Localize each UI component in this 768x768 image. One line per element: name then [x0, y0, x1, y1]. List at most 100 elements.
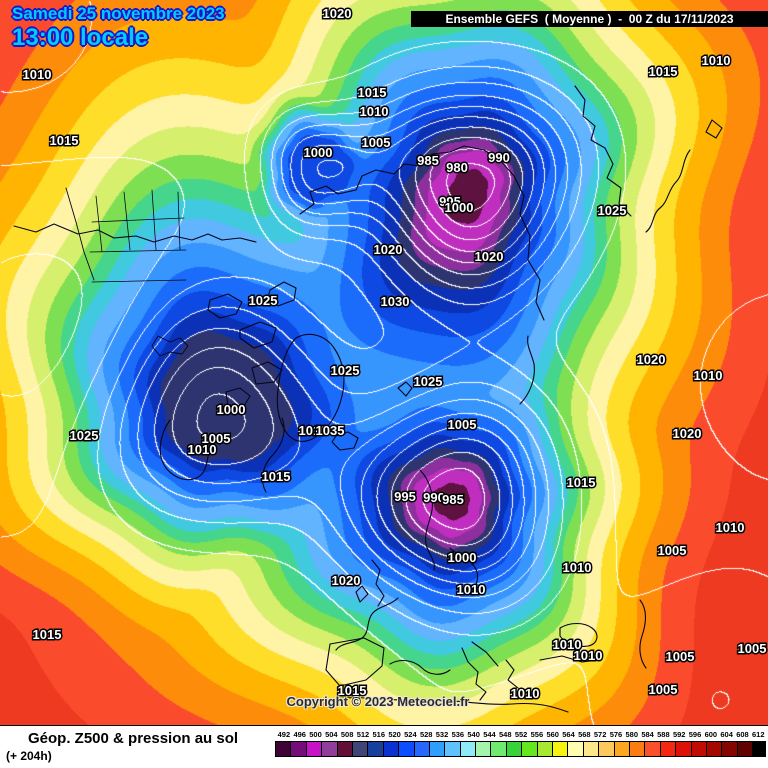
pressure-label: 1010 — [457, 582, 486, 597]
colorbar-cell — [644, 741, 661, 757]
colorbar-cell — [475, 741, 492, 757]
pressure-label: 1025 — [70, 428, 99, 443]
colorbar-value: 568 — [578, 730, 591, 739]
colorbar-cell — [428, 741, 446, 757]
colorbar-value: 536 — [451, 730, 465, 739]
colorbar-cell — [659, 741, 677, 757]
colorbar-cell — [505, 741, 523, 757]
pressure-label: 1010 — [716, 520, 745, 535]
pressure-label: 990 — [423, 490, 445, 505]
pressure-label: 985 — [417, 153, 439, 168]
colorbar-value: 516 — [372, 730, 386, 739]
pressure-label: 1010 — [299, 423, 328, 438]
pressure-label: 1000 — [304, 145, 333, 160]
colorbar-end-cap — [752, 741, 767, 757]
colorbar-cell — [290, 741, 307, 757]
colorbar-cell — [398, 741, 415, 757]
colorbar-value: 544 — [483, 730, 496, 739]
pressure-label: 1015 — [358, 85, 387, 100]
colorbar-cell — [582, 741, 600, 757]
colorbar-value: 600 — [704, 730, 718, 739]
colorbar-cell — [413, 741, 430, 757]
colorbar-cell — [444, 741, 461, 757]
colorbar-cell — [459, 741, 477, 757]
time-text: 13:00 locale — [12, 23, 149, 51]
colorbar-cell — [536, 741, 554, 757]
colorbar-cell — [628, 741, 646, 757]
pressure-label: 1020 — [374, 242, 403, 257]
model-run-bar: Ensemble GEFS ( Moyenne ) - 00 Z du 17/1… — [411, 11, 768, 27]
pressure-label: 1025 — [331, 363, 360, 378]
pressure-label: 1015 — [338, 683, 367, 698]
colorbar-value: 532 — [435, 730, 449, 739]
colorbar-values: 492 496 500 504 508 512 516 520 524 528 532 536 540 5… — [276, 729, 766, 741]
pressure-label: 1010 — [574, 648, 603, 663]
copyright-text: Copyright © 2023 Meteociel.fr — [286, 694, 470, 709]
colorbar-cell — [521, 741, 538, 757]
colorbar-cell — [382, 741, 400, 757]
pressure-label: 1000 — [448, 550, 477, 565]
colorbar-value: 500 — [309, 730, 322, 739]
colorbar-value: 564 — [562, 730, 575, 739]
colorbar-value: 608 — [736, 730, 749, 739]
colorbar-cell — [336, 741, 353, 757]
geopotential-pressure-field — [0, 0, 768, 725]
colorbar-cell — [705, 741, 723, 757]
colorbar-cell — [321, 741, 338, 757]
colorbar-cells — [275, 741, 767, 757]
pressure-label: 1010 — [360, 104, 389, 119]
colorbar-cell — [367, 741, 384, 757]
colorbar-value: 588 — [657, 730, 670, 739]
pressure-label: 1020 — [637, 352, 666, 367]
pressure-label: 1025 — [414, 374, 443, 389]
pressure-label: 1010 — [694, 368, 723, 383]
colorbar-cell — [567, 741, 584, 757]
colorbar-cell — [490, 741, 507, 757]
pressure-label: 995 — [394, 489, 416, 504]
colorbar-value: 496 — [293, 730, 306, 739]
pressure-label: 1005 — [448, 417, 477, 432]
colorbar-value: 508 — [340, 730, 354, 739]
pressure-label: 1010 — [23, 67, 52, 82]
pressure-label: 1010 — [553, 637, 582, 652]
pressure-label: 1015 — [649, 64, 678, 79]
colorbar-value: 604 — [720, 730, 733, 739]
colorbar-cell — [305, 741, 323, 757]
pressure-label: 1000 — [217, 402, 246, 417]
pressure-label: 1005 — [658, 543, 687, 558]
pressure-label: 1020 — [475, 249, 504, 264]
legend-band: Géop. Z500 & pression au sol (+ 204h) 49… — [0, 725, 768, 768]
colorbar-cell — [613, 741, 630, 757]
colorbar-value: 548 — [499, 730, 512, 739]
colorbar-value: 528 — [419, 730, 433, 739]
pressure-label: 1025 — [249, 293, 278, 308]
colorbar-cell — [675, 741, 692, 757]
colorbar-value: 492 — [277, 730, 291, 739]
pressure-label: 1000 — [445, 200, 474, 215]
colorbar-value: 560 — [546, 730, 559, 739]
colorbar-value: 612 — [752, 730, 765, 739]
colorbar-value: 592 — [672, 730, 686, 739]
pressure-label: 1020 — [332, 573, 361, 588]
colorbar-value: 504 — [325, 730, 338, 739]
pressure-label: 1015 — [33, 627, 62, 642]
pressure-label: 1015 — [567, 475, 596, 490]
model-run-text: Ensemble GEFS ( Moyenne ) - 00 Z du 17/1… — [445, 12, 734, 26]
pressure-label: 1005 — [362, 135, 391, 150]
colorbar-cell — [552, 741, 569, 757]
colorbar-value: 556 — [530, 730, 544, 739]
pressure-label: 1005 — [666, 649, 695, 664]
pressure-label: 1005 — [202, 431, 231, 446]
legend-title: Géop. Z500 & pression au sol — [28, 730, 239, 747]
pressure-label: 1005 — [649, 682, 678, 697]
pressure-label: 1010 — [511, 686, 540, 701]
pressure-label: 1015 — [262, 469, 291, 484]
coastlines — [13, 85, 723, 713]
legend-forecast-hour: (+ 204h) — [6, 749, 52, 763]
colorbar-cell — [690, 741, 707, 757]
colorbar-value: 540 — [467, 730, 480, 739]
colorbar-value: 524 — [404, 730, 417, 739]
